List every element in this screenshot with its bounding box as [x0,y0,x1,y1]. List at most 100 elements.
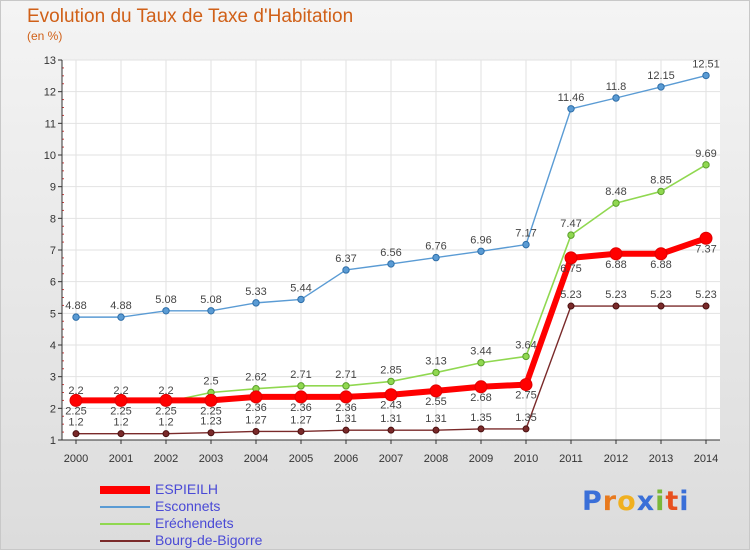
legend-label: Eréchendets [155,515,234,531]
legend-item: ESPIEILH [100,481,360,499]
legend-label: Esconnets [155,498,221,514]
data-label: 6.56 [380,247,401,259]
data-label: 2.5 [203,376,218,388]
data-label: 1.2 [68,417,83,429]
logo-letter: P [582,486,603,517]
data-point [204,393,218,407]
legend-item: Eréchendets [100,515,360,533]
data-label: 5.23 [650,289,671,301]
data-label: 2.62 [245,372,266,384]
logo-letter: r [602,486,618,517]
legend-item: Esconnets [100,498,360,516]
data-point [297,295,305,304]
data-label: 2.2 [158,385,173,397]
data-point [69,393,83,407]
data-label: 2.71 [335,369,356,381]
data-label: 1.31 [335,413,356,425]
data-point [567,231,575,239]
chart-legend: ESPIEILH Esconnets Eréchendets Bourg-de-Big… [100,481,360,550]
data-label: 2.25 [155,405,176,417]
data-label: 2.36 [335,402,356,414]
data-label: 2.36 [245,402,266,414]
data-label: 5.23 [560,289,581,301]
data-label: 8.48 [605,186,626,198]
x-tick-label: 2011 [559,453,583,465]
data-point [342,382,350,390]
data-point [564,251,578,265]
data-point [657,83,665,91]
data-point [162,430,170,438]
data-point [72,313,80,321]
data-point [612,94,620,102]
data-label: 3.13 [425,356,446,368]
data-point [162,307,170,315]
data-point [117,313,125,321]
data-label: 4.88 [65,300,86,312]
legend-label: ESPIEILH [155,481,219,497]
x-tick-label: 2005 [289,453,313,465]
data-label: 2.2 [68,385,83,397]
y-tick-label: 8 [50,213,56,225]
y-tick-label: 6 [50,277,56,289]
data-label: 6.75 [560,263,581,275]
chart-subtitle: (en %) [27,29,63,43]
data-point [702,71,710,80]
data-label: 7.37 [695,243,716,255]
data-point [117,430,125,438]
data-point [387,377,395,386]
x-tick-label: 2012 [604,453,628,465]
data-label: 4.88 [110,300,131,312]
legend-swatch [100,506,150,508]
data-label: 1.35 [515,412,536,424]
data-label: 1.2 [113,417,128,429]
data-point [657,302,665,310]
data-label: 2.25 [200,405,221,417]
data-point [297,382,305,390]
data-point [249,390,263,404]
data-label: 3.64 [515,339,536,351]
x-tick-label: 2004 [244,453,268,465]
data-point [207,429,215,437]
data-label: 2.68 [470,392,491,404]
x-tick-label: 2001 [109,453,133,465]
data-label: 7.47 [560,218,581,230]
data-label: 1.31 [425,413,446,425]
y-tick-label: 7 [50,245,56,257]
data-label: 5.08 [200,294,221,306]
data-point [612,199,620,207]
data-point [522,240,530,249]
x-tick-label: 2002 [154,453,178,465]
x-tick-label: 2007 [379,453,403,465]
chart-title: Evolution du Taux de Taxe d'Habitation [27,6,354,27]
x-tick-label: 2006 [334,453,358,465]
y-tick-label: 3 [50,372,56,384]
legend-swatch [100,540,150,542]
legend-swatch [100,523,150,525]
data-point [477,359,485,367]
data-label: 5.44 [290,282,311,294]
data-label: 12.51 [692,59,720,71]
data-point [432,426,440,434]
data-point [429,384,443,398]
data-point [432,368,440,377]
data-point [342,266,350,274]
data-label: 12.15 [647,70,675,82]
logo-letter: x [636,486,656,517]
data-point [519,378,533,392]
y-tick-label: 12 [44,87,56,99]
data-label: 5.23 [605,289,626,301]
y-tick-label: 11 [45,118,56,130]
data-label: 2.55 [425,396,446,408]
data-point [114,393,128,407]
data-label: 6.88 [605,259,626,271]
data-label: 2.75 [515,390,536,402]
data-point [612,302,620,310]
data-label: 1.23 [200,416,221,428]
data-point [294,390,308,404]
data-label: 2.36 [290,402,311,414]
data-point [657,187,665,196]
data-point [432,253,440,262]
y-tick-label: 4 [50,340,56,352]
data-label: 1.2 [158,417,173,429]
data-point [477,247,485,255]
